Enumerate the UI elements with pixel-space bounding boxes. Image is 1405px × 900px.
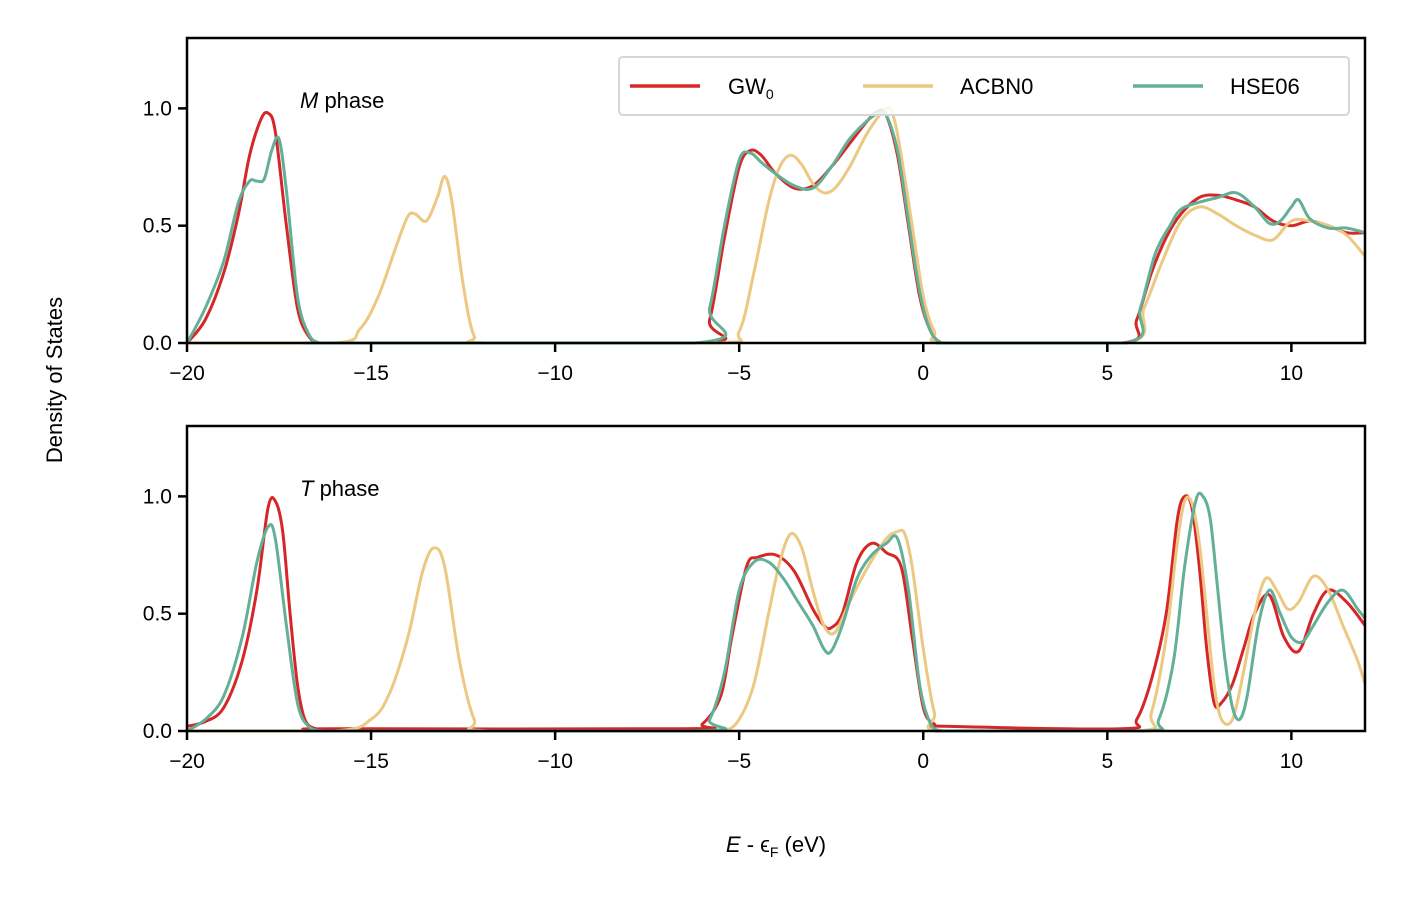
t-phase-label: T phase <box>300 476 380 501</box>
m-phase-xtick-label: 5 <box>1101 362 1113 385</box>
t-phase-ytick-label: 0.5 <box>143 603 172 626</box>
m-phase-lines <box>185 106 1367 345</box>
t-phase-xtick-label: −20 <box>169 750 205 773</box>
t-phase-series-hse06 <box>186 491 1367 733</box>
m-phase-xtick-label: −20 <box>169 362 205 385</box>
m-phase-xtick-label: −15 <box>353 362 389 385</box>
m-phase-ytick-label: 1.0 <box>143 97 172 120</box>
m-phase-xtick-label: −10 <box>537 362 573 385</box>
t-phase-xtick-label: 5 <box>1101 750 1113 773</box>
t-phase-xtick-label: 10 <box>1280 750 1303 773</box>
t-phase-xtick-label: −15 <box>353 750 389 773</box>
t-phase-lines <box>186 491 1367 733</box>
legend-label-hse06: HSE06 <box>1230 74 1300 99</box>
t-phase-xtick-label: −10 <box>537 750 573 773</box>
legend-item-acbn0: ACBN0 <box>863 74 1033 99</box>
legend-item-hse06: HSE06 <box>1133 74 1300 99</box>
m-phase-ytick-label: 0.0 <box>143 332 172 355</box>
m-phase-series-acbn0 <box>187 106 1367 345</box>
t-phase-ytick-label: 0.0 <box>143 720 172 743</box>
t-phase-axes-frame <box>185 424 1367 733</box>
m-phase-xtick-label: 10 <box>1280 362 1303 385</box>
x-axis-label: E - ϵF (eV) <box>726 832 826 860</box>
t-phase-ytick-label: 1.0 <box>143 485 172 508</box>
m-phase-series-gw0 <box>185 108 1366 345</box>
m-phase-ytick-label: 0.5 <box>143 215 172 238</box>
t-phase-ticks: −20 −15 −10 −5 0 5 10 0.0 0.5 1.0 <box>143 485 1303 773</box>
m-phase-xtick-label: 0 <box>917 362 929 385</box>
panel-m-phase: −20 −15 −10 −5 0 5 10 0.0 0.5 1.0 M phase GW0 ACB… <box>143 36 1367 385</box>
m-phase-series-hse06 <box>185 110 1366 345</box>
legend-label-gw0: GW0 <box>728 74 774 102</box>
m-phase-ticks: −20 −15 −10 −5 0 5 10 0.0 0.5 1.0 <box>143 97 1303 385</box>
m-phase-label: M phase <box>300 88 384 113</box>
t-phase-xtick-label: −5 <box>727 750 751 773</box>
legend-box <box>618 56 1350 116</box>
legend: GW0 ACBN0 HSE06 <box>618 56 1350 116</box>
m-phase-xtick-label: −5 <box>727 362 751 385</box>
legend-label-acbn0: ACBN0 <box>960 74 1033 99</box>
y-axis-label: Density of States <box>42 297 67 463</box>
t-phase-series-acbn0 <box>186 495 1367 733</box>
m-phase-axes-frame <box>185 36 1367 345</box>
panel-t-phase: −20 −15 −10 −5 0 5 10 0.0 0.5 1.0 T phase <box>143 424 1367 773</box>
legend-item-gw0: GW0 <box>630 74 774 102</box>
t-phase-series-gw0 <box>186 494 1367 731</box>
t-phase-xtick-label: 0 <box>917 750 929 773</box>
